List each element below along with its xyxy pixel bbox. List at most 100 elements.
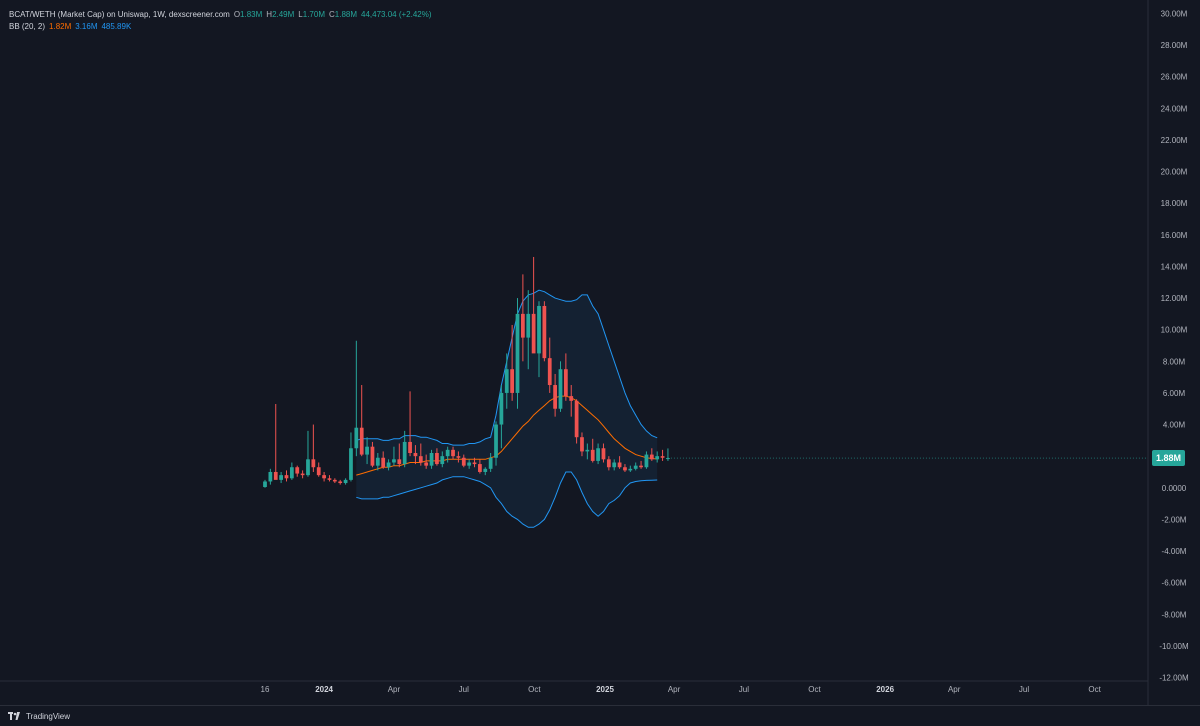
candle <box>467 459 472 469</box>
candle-body <box>563 369 568 397</box>
candle <box>289 462 294 480</box>
legend-title[interactable]: BCAT/WETH (Market Cap) on Uniswap, 1W, d… <box>9 10 230 19</box>
candle <box>660 449 665 461</box>
candle-body <box>424 462 429 466</box>
legend-ohlc-row: BCAT/WETH (Market Cap) on Uniswap, 1W, d… <box>9 9 432 21</box>
legend-high-label: H <box>266 10 273 19</box>
candle-body <box>526 313 531 338</box>
candle-body <box>612 462 617 468</box>
candle-body <box>402 441 407 465</box>
candle <box>558 361 563 412</box>
legend-close: 1.88M <box>334 10 357 19</box>
candle-body <box>585 449 590 452</box>
grid <box>0 0 1149 705</box>
candle <box>547 337 552 393</box>
candle-body <box>537 305 541 354</box>
candle <box>633 462 638 471</box>
candle <box>397 443 402 468</box>
candle-body <box>649 454 654 460</box>
candle-body <box>343 479 348 484</box>
candle <box>279 471 283 484</box>
candle-body <box>413 453 418 457</box>
price-tick-label: -2.00M <box>1162 515 1187 524</box>
chart-canvas[interactable]: 30.00M 28.00M 26.00M 24.00M 22.00M 20.00M 18.0… <box>0 0 1200 705</box>
candle-body <box>472 462 477 465</box>
candle-body <box>263 481 267 487</box>
price-tick-label: 10.00M <box>1161 326 1188 335</box>
time-tick-label: 16 <box>261 685 270 694</box>
candle <box>531 256 536 354</box>
time-tick-label: Apr <box>388 685 401 694</box>
candle <box>343 478 348 485</box>
candle <box>483 467 488 476</box>
candle-body <box>349 448 353 480</box>
candle <box>300 470 305 479</box>
price-tick-label: 24.00M <box>1161 104 1188 113</box>
candle-body <box>365 446 369 455</box>
price-tick-label: 8.00M <box>1163 357 1186 366</box>
legend-bb-row: BB (20, 2) 1.82M 3.16M 485.89K <box>9 21 432 33</box>
candle <box>461 454 466 468</box>
price-tick-label: 30.00M <box>1161 10 1188 19</box>
candle <box>542 301 547 362</box>
candle <box>316 462 321 477</box>
candle <box>392 446 396 466</box>
time-tick-label: Apr <box>668 685 681 694</box>
time-tick-label: Jul <box>739 685 749 694</box>
tradingview-logo[interactable]: TradingView <box>8 712 70 721</box>
candle <box>569 385 574 417</box>
candle <box>418 443 423 466</box>
legend-bb-label[interactable]: BB (20, 2) <box>9 22 46 31</box>
candle <box>263 479 267 488</box>
candle <box>381 451 386 469</box>
candle <box>510 324 515 401</box>
candle-body <box>569 396 574 401</box>
candle <box>365 437 369 465</box>
candle <box>435 448 439 466</box>
time-tick-label: Jul <box>1019 685 1029 694</box>
candle <box>606 456 611 471</box>
price-tick-label: 14.00M <box>1161 262 1188 271</box>
candle-body <box>268 471 273 482</box>
candle <box>451 446 455 460</box>
bollinger-bands <box>356 289 658 528</box>
legend-bb-basis: 1.82M <box>49 22 72 31</box>
candle-body <box>300 473 305 476</box>
candle <box>311 424 316 472</box>
candle <box>649 448 654 461</box>
price-axis[interactable]: 30.00M 28.00M 26.00M 24.00M 22.00M 20.00M 18.0… <box>1159 10 1189 683</box>
candle-body <box>515 313 520 393</box>
legend-low: 1.70M <box>302 10 325 19</box>
price-tick-label: 22.00M <box>1161 136 1188 145</box>
legend-open: 1.83M <box>240 10 263 19</box>
candle <box>322 471 326 482</box>
candle-body <box>327 478 332 480</box>
candle <box>639 460 643 469</box>
candle <box>655 451 660 463</box>
time-tick-label: Oct <box>1088 685 1101 694</box>
candle <box>332 478 337 484</box>
candle-body <box>451 449 455 457</box>
candle <box>628 465 633 472</box>
candle-body <box>461 457 466 466</box>
candle-body <box>375 457 380 466</box>
candle-body <box>279 475 283 480</box>
price-tick-label: 0.0000 <box>1162 484 1187 493</box>
candle <box>580 432 584 457</box>
candle-body <box>520 313 525 338</box>
candle-body <box>542 305 547 359</box>
candle <box>520 274 525 362</box>
candle-body <box>440 456 445 465</box>
candle <box>601 443 606 463</box>
candle-body <box>322 475 326 479</box>
time-axis[interactable]: 16 2024 Apr Jul Oct 2025 Apr Jul Oct 2026 Apr Jul Oc… <box>261 685 1102 694</box>
last-price-badge: 1.88M <box>1151 450 1185 467</box>
candles <box>263 256 1148 488</box>
candle-body <box>289 467 294 479</box>
candle <box>596 443 600 465</box>
candle <box>623 464 627 472</box>
candle <box>590 438 595 463</box>
bb-lower-line <box>356 471 658 528</box>
candle-body <box>606 459 611 468</box>
candle <box>349 432 353 482</box>
